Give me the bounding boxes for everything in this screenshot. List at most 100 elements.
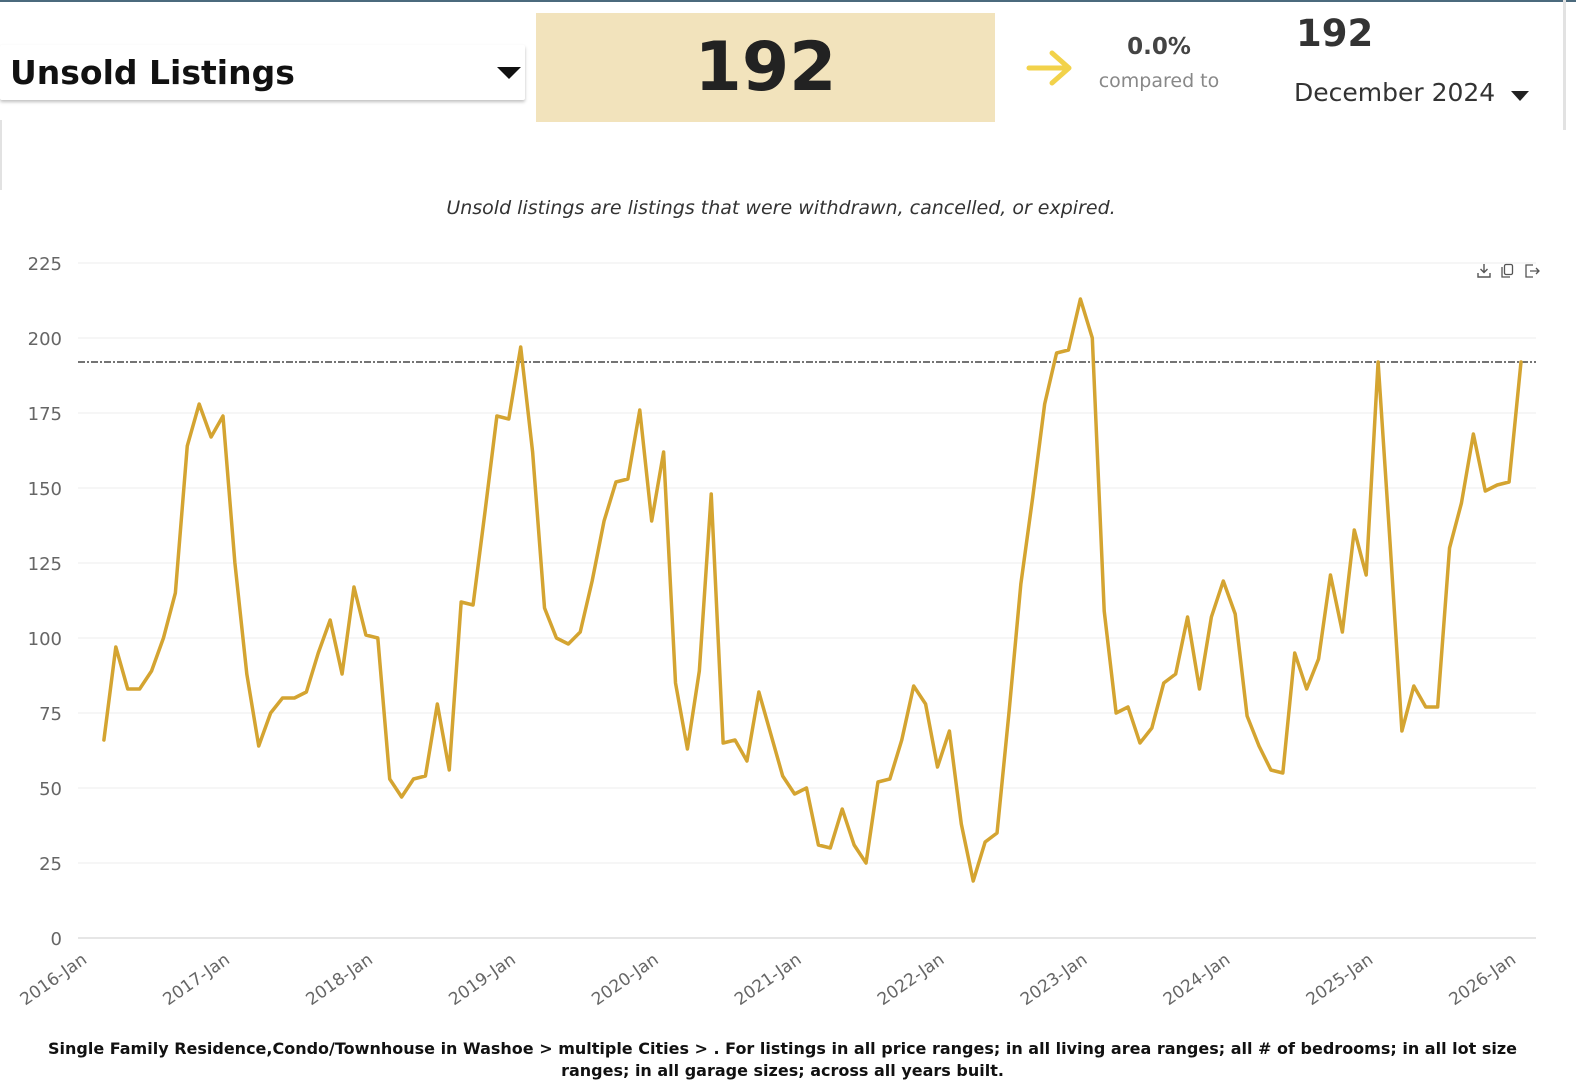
line-chart: 0 25 50 75 100 125 150 175 200 225 2016-Jan 2017-J… [17, 254, 1540, 1010]
data-point [614, 480, 618, 484]
x-tick-label: 2019-Jan [445, 950, 519, 1010]
data-point [161, 636, 165, 640]
data-point [1186, 615, 1190, 619]
data-point [1078, 297, 1082, 301]
data-point [1197, 687, 1201, 691]
data-point [662, 450, 666, 454]
data-point [257, 744, 261, 748]
data-point [1495, 483, 1499, 487]
data-point [1376, 360, 1380, 364]
arrow-right-icon [1026, 50, 1072, 86]
data-point [1209, 615, 1213, 619]
data-point [221, 414, 225, 418]
data-point [1138, 741, 1142, 745]
data-point [805, 786, 809, 790]
chart-toolbar [1477, 263, 1540, 278]
x-tick-label: 2024-Jan [1160, 950, 1234, 1010]
data-point [709, 492, 713, 496]
y-tick-label: 175 [28, 404, 62, 425]
metric-dropdown[interactable]: Unsold Listings [0, 45, 525, 100]
data-point [1126, 705, 1130, 709]
data-point [435, 702, 439, 706]
download-icon[interactable] [1477, 264, 1491, 278]
data-point [138, 687, 142, 691]
data-point [412, 777, 416, 781]
data-point [376, 636, 380, 640]
data-point [1055, 351, 1059, 355]
data-point [912, 684, 916, 688]
data-point [1245, 714, 1249, 718]
data-point [209, 435, 213, 439]
data-point [292, 696, 296, 700]
data-point [590, 579, 594, 583]
data-point [697, 669, 701, 673]
data-point [816, 843, 820, 847]
data-point [269, 711, 273, 715]
data-point [1471, 432, 1475, 436]
copy-icon[interactable] [1501, 263, 1514, 278]
data-point [483, 510, 487, 514]
caret-down-icon[interactable] [497, 67, 521, 79]
export-icon[interactable] [1525, 264, 1540, 278]
data-point [1150, 726, 1154, 730]
data-point [1221, 579, 1225, 583]
y-tick-label: 25 [39, 854, 62, 875]
data-point [1436, 705, 1440, 709]
data-point [888, 777, 892, 781]
data-point [733, 738, 737, 742]
data-point [983, 840, 987, 844]
data-point [995, 831, 999, 835]
data-point [1293, 651, 1297, 655]
data-point [1352, 528, 1356, 532]
data-point [459, 600, 463, 604]
data-point [1114, 711, 1118, 715]
series-layer [102, 297, 1523, 883]
data-point [1102, 609, 1106, 613]
data-point [1424, 705, 1428, 709]
data-point [864, 861, 868, 865]
data-point [602, 519, 606, 523]
current-value: 192 [694, 28, 837, 107]
y-tick-label: 200 [28, 329, 62, 350]
data-point [1412, 684, 1416, 688]
data-point [1448, 546, 1452, 550]
data-point [828, 846, 832, 850]
caret-down-icon[interactable] [1511, 91, 1529, 101]
data-point [114, 645, 118, 649]
data-point [578, 630, 582, 634]
x-tick-label: 2026-Jan [1446, 950, 1520, 1010]
data-point [1066, 348, 1070, 352]
panel-border-left [0, 120, 2, 190]
data-point [1090, 336, 1094, 340]
current-value-card: 192 [536, 13, 995, 122]
data-point [543, 606, 547, 610]
data-point [1388, 540, 1392, 544]
data-point [364, 633, 368, 637]
x-tick-label: 2021-Jan [731, 950, 805, 1010]
y-tick-label: 75 [39, 704, 62, 725]
data-point [531, 450, 535, 454]
data-point [519, 345, 523, 349]
y-tick-label: 225 [28, 254, 62, 275]
data-point [423, 774, 427, 778]
data-point [626, 477, 630, 481]
data-point [507, 417, 511, 421]
x-tick-label: 2018-Jan [302, 950, 376, 1010]
data-point [924, 702, 928, 706]
data-point [852, 843, 856, 847]
data-point [1305, 687, 1309, 691]
data-point [566, 642, 570, 646]
data-point [1043, 402, 1047, 406]
data-point [781, 774, 785, 778]
x-tick-label: 2022-Jan [874, 950, 948, 1010]
compare-period-dropdown[interactable]: December 2024 [1294, 78, 1496, 107]
x-tick-label: 2016-Jan [17, 950, 91, 1010]
data-point [1019, 582, 1023, 586]
x-tick-label: 2023-Jan [1017, 950, 1091, 1010]
data-point [173, 591, 177, 595]
data-point [935, 765, 939, 769]
data-point [745, 759, 749, 763]
data-point [304, 690, 308, 694]
data-point [1328, 573, 1332, 577]
y-tick-label: 100 [28, 629, 62, 650]
